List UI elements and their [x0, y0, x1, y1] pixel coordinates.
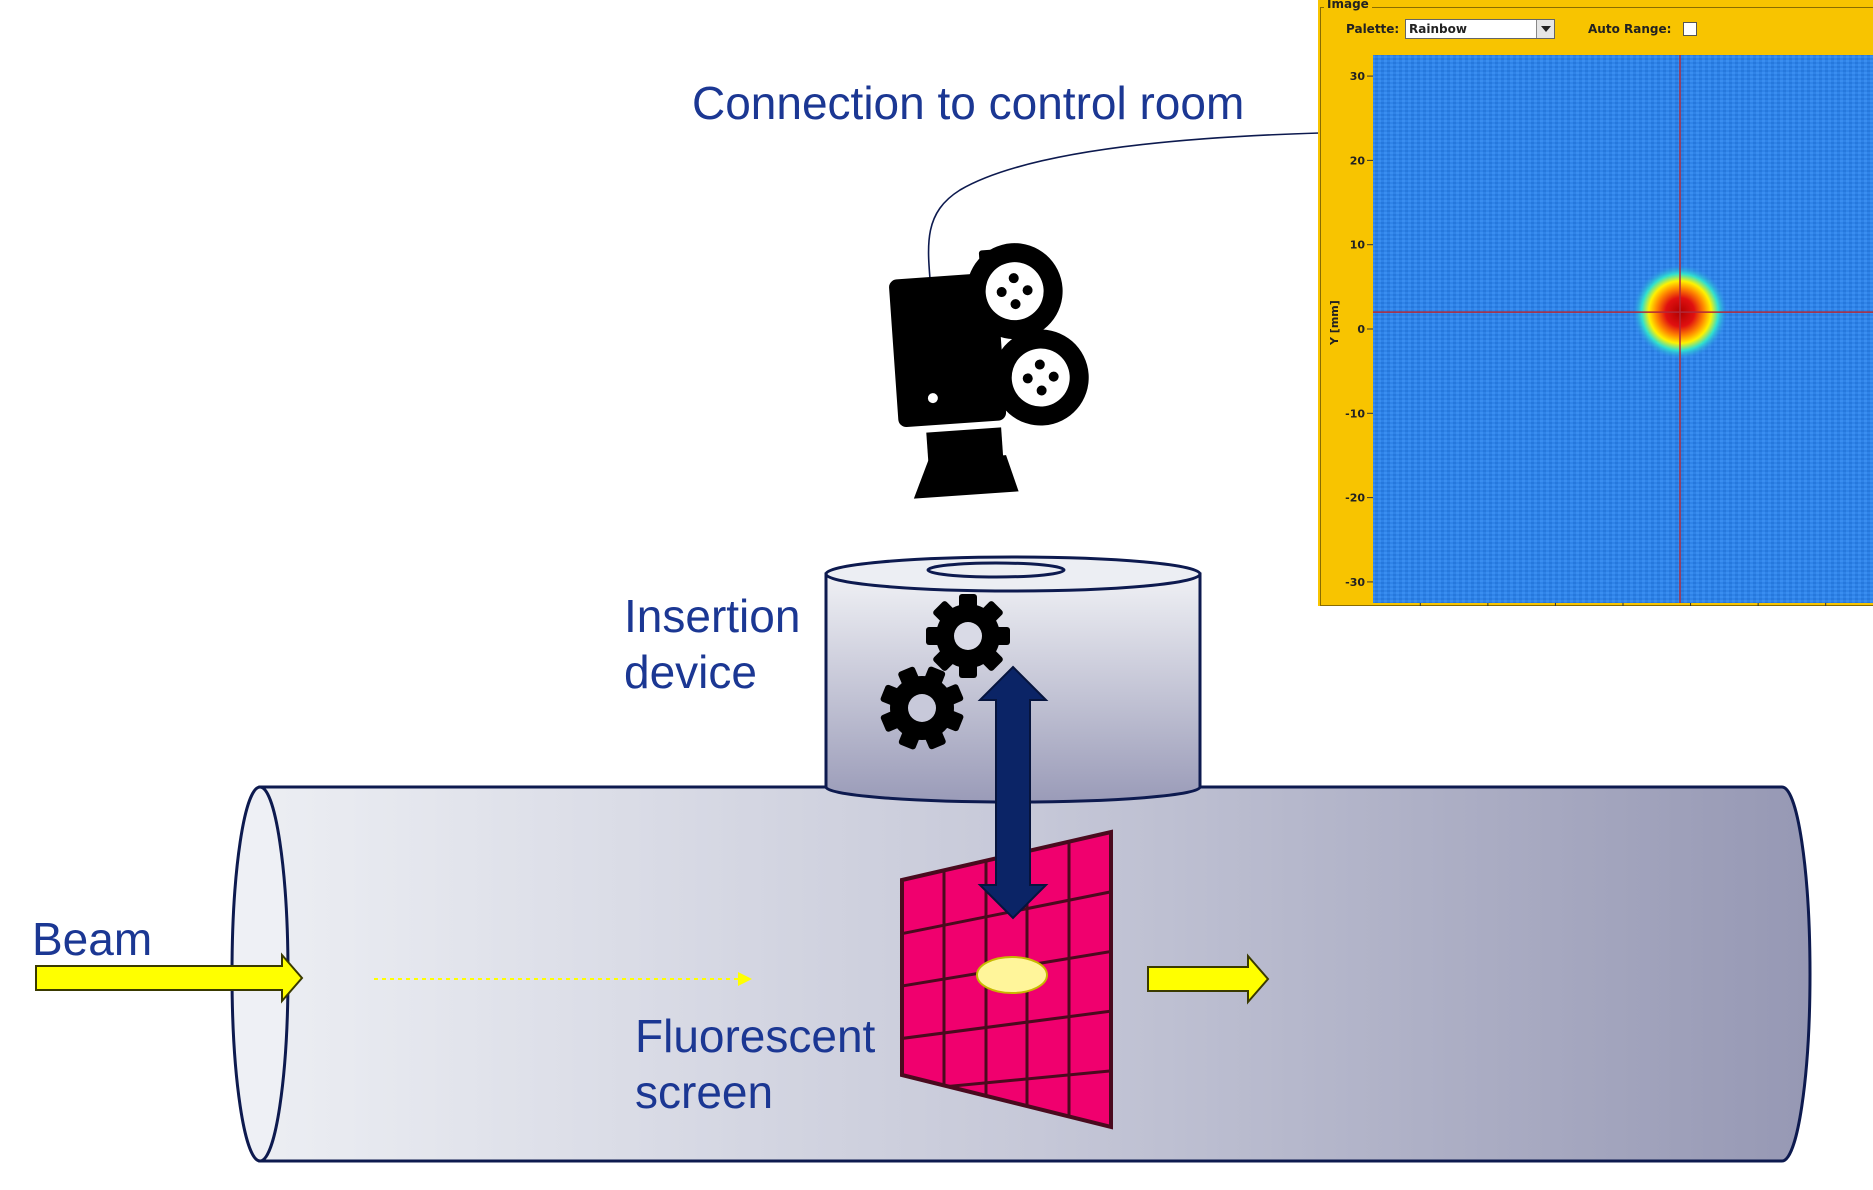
auto-range-label: Auto Range: — [1588, 22, 1672, 36]
gear-icon — [880, 666, 964, 750]
label-fluorescent-screen: Fluorescent screen — [635, 1008, 875, 1120]
label-connection-to-control-room: Connection to control room — [692, 77, 1245, 129]
beam-image-plot: 30 20 10 0 -10 -20 -30 — [1345, 55, 1873, 606]
plot-area — [1373, 55, 1873, 603]
beam-arrow-in — [35, 952, 304, 1004]
palette-label: Palette: — [1346, 22, 1400, 36]
y-tick-label: 20 — [1350, 154, 1366, 167]
label-insertion-line-2: device — [624, 646, 757, 698]
label-beam: Beam — [32, 913, 153, 965]
actuator-arrow — [977, 665, 1049, 920]
y-tick-label: 10 — [1350, 239, 1366, 252]
y-tick-label: 0 — [1357, 323, 1365, 336]
label-fluorescent-line-2: screen — [635, 1066, 774, 1118]
beam-arrow-out — [1147, 953, 1270, 1005]
camera-icon — [889, 243, 1089, 499]
y-tick-label: -10 — [1345, 407, 1365, 420]
auto-range-checkbox[interactable] — [1683, 22, 1697, 36]
y-tick-label: 30 — [1350, 70, 1366, 83]
panel-frame — [1320, 7, 1873, 606]
gear-icon — [926, 594, 1010, 678]
chevron-down-icon[interactable] — [1536, 20, 1554, 38]
y-tick-label: -30 — [1345, 576, 1365, 589]
panel-title: Image — [1324, 0, 1372, 11]
label-insertion-device: Insertion device — [624, 588, 800, 700]
palette-value: Rainbow — [1409, 22, 1467, 36]
fluorescent-screen — [900, 829, 1113, 1130]
label-insertion-line-1: Insertion — [624, 590, 801, 642]
y-tick-label: -20 — [1345, 492, 1365, 505]
label-fluorescent-line-1: Fluorescent — [635, 1010, 876, 1062]
image-viewer-panel: Image Palette: Rainbow Auto Range: Y [mm… — [1318, 0, 1873, 606]
control-cable — [927, 132, 1321, 304]
beam-path — [374, 972, 752, 986]
palette-select[interactable]: Rainbow — [1405, 19, 1555, 39]
x-axis-ticks — [1419, 603, 1827, 606]
beam-spot-on-screen — [976, 956, 1048, 994]
y-axis-ticks: 30 20 10 0 -10 -20 -30 — [1345, 70, 1373, 589]
